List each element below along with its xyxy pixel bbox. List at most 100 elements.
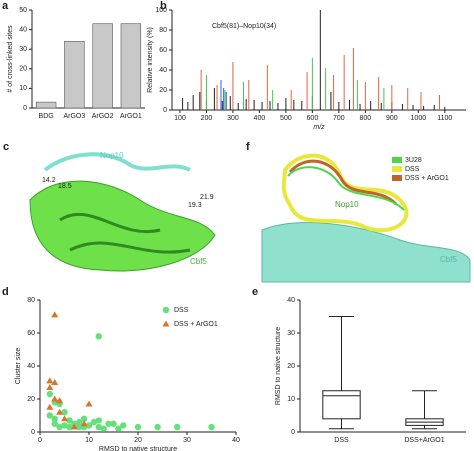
y-tick-label: 100	[155, 7, 167, 14]
y-tick-label: 20	[19, 66, 27, 73]
structure-f: Nop10 Cbf5 f	[246, 141, 471, 283]
point	[46, 390, 53, 398]
point	[46, 377, 54, 384]
point	[46, 383, 54, 390]
y-tick-label: 30	[19, 46, 27, 53]
distance-label: 21.9	[200, 194, 214, 201]
point	[61, 415, 68, 422]
point	[95, 417, 103, 424]
y-tick-label: 60	[27, 330, 35, 337]
structure-label: Cbf5	[440, 255, 457, 264]
legend-swatch	[392, 175, 402, 181]
nop10-shape	[43, 152, 191, 172]
point	[110, 420, 117, 427]
point	[46, 403, 54, 410]
panel-label: f	[246, 141, 250, 153]
x-axis-title: m/z	[313, 124, 325, 131]
structure-label: Cbf5	[190, 257, 207, 266]
y-tick-label: 20	[287, 363, 295, 370]
y-axis-title: # of cross-linked sites	[7, 25, 14, 93]
y-tick-label: 40	[19, 26, 27, 33]
point	[134, 423, 142, 431]
y-tick-label: 20	[159, 87, 167, 94]
point	[90, 418, 98, 426]
x-tick-label: 30	[183, 437, 191, 444]
structure-label: Nop10	[335, 200, 359, 209]
x-tick-label: 600	[307, 115, 319, 122]
x-tick-label: DSS	[334, 437, 349, 444]
x-tick-label: 0	[38, 437, 42, 444]
y-tick-label: 30	[287, 330, 295, 337]
point	[100, 425, 107, 432]
structure-c: Nop10 Cbf5 14.2 18.5 19.3 21.9 c	[3, 141, 236, 280]
legend-label: DSS + ArGO1	[174, 321, 218, 328]
y-tick-label: 0	[23, 105, 27, 112]
legend-label: 3U28	[405, 157, 422, 164]
bar	[64, 41, 85, 109]
point	[46, 412, 53, 419]
point	[51, 311, 59, 318]
point	[56, 408, 64, 415]
panel-label: d	[2, 286, 9, 298]
y-tick-label: 60	[159, 47, 167, 54]
point	[95, 333, 103, 340]
y-axis-title: Cluster size	[15, 348, 22, 385]
point	[51, 420, 58, 427]
point	[115, 425, 122, 432]
point	[85, 422, 93, 429]
bar	[120, 23, 142, 109]
y-tick-label: 0	[31, 429, 35, 436]
point	[61, 422, 68, 429]
point	[80, 420, 88, 427]
legend-label: DSS + ArGO1	[405, 175, 449, 182]
x-tick-label: 300	[227, 115, 239, 122]
distance-label: 14.2	[42, 177, 56, 184]
point	[80, 415, 88, 422]
point	[120, 422, 127, 429]
y-tick-label: 80	[159, 27, 167, 34]
y-tick-label: 80	[27, 297, 35, 304]
x-tick-label: 10	[85, 437, 93, 444]
point	[76, 423, 83, 431]
structure-label: Nop10	[100, 151, 124, 160]
chart-title: Cbf5(81)–Nop10(34)	[212, 23, 276, 30]
distance-label: 18.5	[58, 183, 72, 190]
bar	[35, 101, 57, 109]
x-tick-label: 700	[333, 115, 345, 122]
bar	[92, 23, 113, 109]
point	[66, 423, 73, 431]
panel-label: b	[160, 0, 167, 12]
y-tick-label: 0	[163, 107, 167, 114]
cbf5-shape	[261, 222, 471, 283]
y-tick-label: 0	[291, 429, 295, 436]
x-tick-label: 200	[201, 115, 213, 122]
y-tick-label: 50	[19, 7, 27, 14]
point	[61, 409, 68, 416]
point	[51, 395, 59, 402]
y-tick-label: 40	[159, 67, 167, 74]
point	[76, 418, 83, 426]
x-tick-label: BDG	[39, 113, 54, 120]
box	[322, 390, 361, 420]
y-tick-label: 10	[19, 85, 27, 92]
point	[56, 397, 64, 404]
x-tick-label: 100	[174, 115, 186, 122]
panel-label: a	[2, 0, 9, 12]
x-tick-label: 500	[280, 115, 292, 122]
y-tick-label: 20	[27, 396, 35, 403]
y-axis-title: RMSD to native structure	[275, 327, 282, 405]
point	[154, 423, 161, 431]
legend-label: DSS	[405, 166, 420, 173]
point	[174, 423, 181, 431]
x-tick-label: 400	[254, 115, 266, 122]
point	[66, 417, 73, 424]
point	[56, 423, 63, 431]
y-tick-label: 40	[287, 297, 295, 304]
legend-marker	[162, 320, 170, 327]
x-tick-label: 40	[232, 437, 240, 444]
point	[70, 423, 78, 430]
legend-label: DSS	[174, 307, 189, 314]
argo-trace	[288, 159, 398, 206]
x-tick-label: DSS+ArGO1	[404, 437, 444, 444]
